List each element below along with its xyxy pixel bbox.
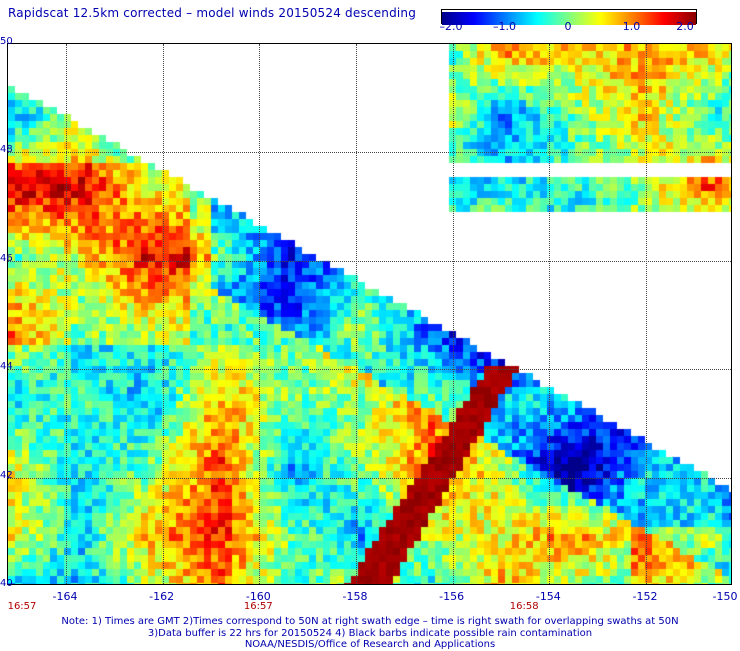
colorbar-tick-label: 2.0 xyxy=(676,20,694,33)
swath-time-label: 16:58 xyxy=(509,601,539,612)
longitude-label: -164 xyxy=(52,590,78,603)
colorbar-tick-label: 1.0 xyxy=(622,20,641,33)
footnote-line-3: NOAA/NESDIS/Office of Research and Appli… xyxy=(244,639,496,650)
wind-difference-map xyxy=(7,43,732,585)
colorbar-tick-label: –1.0 xyxy=(493,20,516,33)
latitude-label: 42 xyxy=(0,469,13,481)
swath-time-label: 16:57 xyxy=(243,601,273,612)
longitude-label: -156 xyxy=(439,590,465,603)
map-title: Rapidscat 12.5km corrected – model winds… xyxy=(8,6,417,20)
latitude-label: 44 xyxy=(0,361,13,373)
longitude-label: -152 xyxy=(632,590,658,603)
footnotes: Note: 1) Times are GMT 2)Times correspon… xyxy=(0,616,740,651)
footnote-line-2: 3)Data buffer is 22 hrs for 20150524 4) … xyxy=(147,627,593,639)
wind-swath-raster xyxy=(8,44,731,584)
longitude-label: -158 xyxy=(342,590,368,603)
colorbar-tick-label: 0 xyxy=(564,20,572,33)
latitude-label: 50 xyxy=(0,36,13,47)
footnote-line-1: Note: 1) Times are GMT 2)Times correspon… xyxy=(61,616,679,627)
latitude-label: 40 xyxy=(0,578,13,589)
latitude-label: 48 xyxy=(0,144,13,156)
colorbar xyxy=(441,9,697,25)
latitude-label: 46 xyxy=(0,252,13,264)
longitude-label: -160 xyxy=(245,590,271,603)
colorbar-gradient xyxy=(442,12,696,25)
swath-time-label: 16:57 xyxy=(7,601,37,612)
colorbar-tick-label: –2.0 xyxy=(439,20,463,33)
longitude-label: -154 xyxy=(535,590,561,603)
longitude-label: -150 xyxy=(712,590,738,603)
longitude-label: -162 xyxy=(149,590,175,603)
